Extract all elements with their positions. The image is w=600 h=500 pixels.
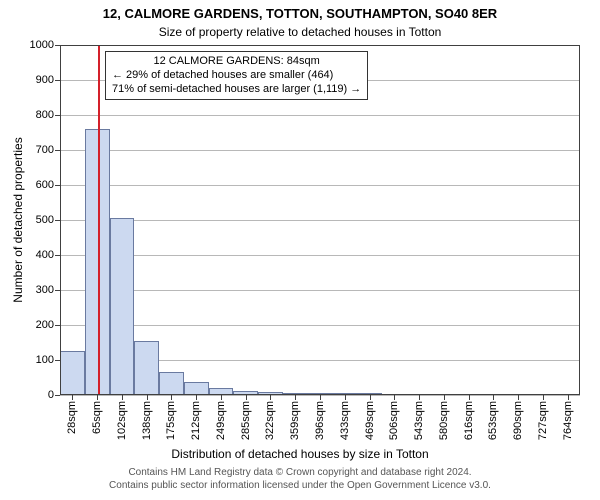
y-tick-mark <box>55 395 60 396</box>
y-tick-mark <box>55 45 60 46</box>
y-tick-mark <box>55 360 60 361</box>
y-tick-mark <box>55 325 60 326</box>
y-tick-label: 300 <box>36 284 54 296</box>
x-tick-mark <box>419 395 420 400</box>
x-tick-label: 616sqm <box>463 401 475 440</box>
x-tick-label: 433sqm <box>339 401 351 440</box>
x-tick-mark <box>444 395 445 400</box>
y-tick-mark <box>55 185 60 186</box>
x-tick-label: 543sqm <box>413 401 425 440</box>
y-tick-label: 100 <box>36 354 54 366</box>
y-tick-label: 1000 <box>30 39 54 51</box>
chart-title-line2: Size of property relative to detached ho… <box>0 25 600 39</box>
x-tick-label: 396sqm <box>314 401 326 440</box>
x-tick-mark <box>518 395 519 400</box>
y-tick-label: 800 <box>36 109 54 121</box>
x-tick-label: 469sqm <box>364 401 376 440</box>
x-tick-label: 322sqm <box>264 401 276 440</box>
x-axis-title: Distribution of detached houses by size … <box>0 447 600 461</box>
x-tick-mark <box>221 395 222 400</box>
y-tick-mark <box>55 150 60 151</box>
y-tick-mark <box>55 115 60 116</box>
y-axis-title: Number of detached properties <box>11 137 25 302</box>
x-tick-label: 359sqm <box>289 401 301 440</box>
x-tick-label: 102sqm <box>116 401 128 440</box>
footer-line1: Contains HM Land Registry data © Crown c… <box>0 467 600 480</box>
x-tick-mark <box>171 395 172 400</box>
annotation-box: 12 CALMORE GARDENS: 84sqm← 29% of detach… <box>105 51 368 100</box>
annotation-line: ← 29% of detached houses are smaller (46… <box>112 69 361 83</box>
x-tick-mark <box>568 395 569 400</box>
footer-attribution: Contains HM Land Registry data © Crown c… <box>0 467 600 492</box>
x-tick-mark <box>543 395 544 400</box>
annotation-line: 12 CALMORE GARDENS: 84sqm <box>112 55 361 69</box>
x-tick-label: 138sqm <box>141 401 153 440</box>
y-tick-mark <box>55 80 60 81</box>
chart-container: 12, CALMORE GARDENS, TOTTON, SOUTHAMPTON… <box>0 0 600 500</box>
x-tick-label: 65sqm <box>91 401 103 434</box>
x-tick-mark <box>469 395 470 400</box>
y-tick-label: 0 <box>48 389 54 401</box>
x-tick-mark <box>394 395 395 400</box>
y-tick-label: 400 <box>36 249 54 261</box>
chart-title-line1: 12, CALMORE GARDENS, TOTTON, SOUTHAMPTON… <box>0 6 600 21</box>
x-tick-mark <box>72 395 73 400</box>
x-tick-mark <box>370 395 371 400</box>
x-tick-mark <box>270 395 271 400</box>
x-tick-mark <box>97 395 98 400</box>
x-tick-mark <box>122 395 123 400</box>
x-tick-mark <box>295 395 296 400</box>
x-tick-label: 175sqm <box>165 401 177 440</box>
x-tick-label: 285sqm <box>240 401 252 440</box>
x-tick-label: 580sqm <box>438 401 450 440</box>
footer-line2: Contains public sector information licen… <box>0 480 600 493</box>
y-tick-label: 500 <box>36 214 54 226</box>
y-tick-mark <box>55 220 60 221</box>
x-tick-mark <box>196 395 197 400</box>
y-tick-label: 200 <box>36 319 54 331</box>
x-tick-mark <box>320 395 321 400</box>
y-tick-label: 900 <box>36 74 54 86</box>
y-tick-label: 700 <box>36 144 54 156</box>
x-tick-label: 727sqm <box>537 401 549 440</box>
y-tick-mark <box>55 255 60 256</box>
y-tick-label: 600 <box>36 179 54 191</box>
x-tick-mark <box>246 395 247 400</box>
x-tick-label: 653sqm <box>487 401 499 440</box>
x-tick-label: 506sqm <box>388 401 400 440</box>
annotation-line: 71% of semi-detached houses are larger (… <box>112 83 361 97</box>
y-tick-mark <box>55 290 60 291</box>
plot-area: 01002003004005006007008009001000 28sqm65… <box>60 45 580 395</box>
x-tick-mark <box>493 395 494 400</box>
x-tick-mark <box>147 395 148 400</box>
x-tick-label: 764sqm <box>562 401 574 440</box>
x-tick-label: 249sqm <box>215 401 227 440</box>
x-tick-label: 212sqm <box>190 401 202 440</box>
x-tick-label: 690sqm <box>512 401 524 440</box>
x-tick-mark <box>345 395 346 400</box>
x-tick-label: 28sqm <box>66 401 78 434</box>
